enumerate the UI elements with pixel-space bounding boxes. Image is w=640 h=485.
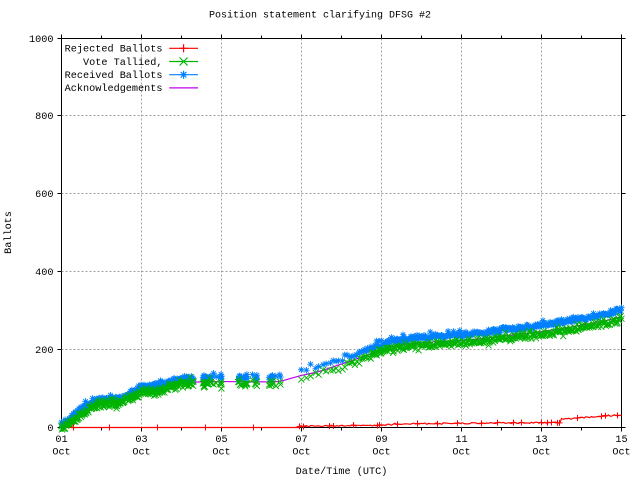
svg-text:400: 400 (35, 268, 53, 279)
svg-text:0: 0 (47, 424, 53, 435)
svg-text:Vote Tallied,: Vote Tallied, (83, 57, 162, 69)
svg-text:Ballots: Ballots (3, 211, 15, 254)
svg-text:Position statement clarifying: Position statement clarifying DFSG #2 (209, 10, 431, 22)
svg-text:07: 07 (295, 435, 307, 446)
svg-text:Oct: Oct (212, 448, 230, 459)
svg-text:Oct: Oct (132, 448, 150, 459)
svg-text:Acknowledgements: Acknowledgements (65, 83, 163, 95)
svg-text:200: 200 (35, 346, 53, 357)
svg-text:11: 11 (455, 435, 467, 446)
svg-text:15: 15 (615, 435, 627, 446)
svg-text:09: 09 (375, 435, 387, 446)
svg-text:13: 13 (535, 435, 547, 446)
svg-text:1000: 1000 (29, 35, 53, 46)
svg-text:Received Ballots: Received Ballots (65, 70, 163, 82)
svg-text:Oct: Oct (532, 448, 550, 459)
svg-text:Oct: Oct (612, 448, 630, 459)
svg-text:600: 600 (35, 190, 53, 201)
svg-text:Oct: Oct (52, 448, 70, 459)
svg-text:05: 05 (215, 435, 227, 446)
svg-text:Date/Time (UTC): Date/Time (UTC) (296, 466, 388, 478)
svg-text:Oct: Oct (452, 448, 470, 459)
svg-text:800: 800 (35, 112, 53, 123)
svg-text:01: 01 (55, 435, 67, 446)
svg-text:Rejected Ballots: Rejected Ballots (65, 44, 163, 56)
svg-text:03: 03 (135, 435, 147, 446)
svg-text:Oct: Oct (372, 448, 390, 459)
svg-text:Oct: Oct (292, 448, 310, 459)
